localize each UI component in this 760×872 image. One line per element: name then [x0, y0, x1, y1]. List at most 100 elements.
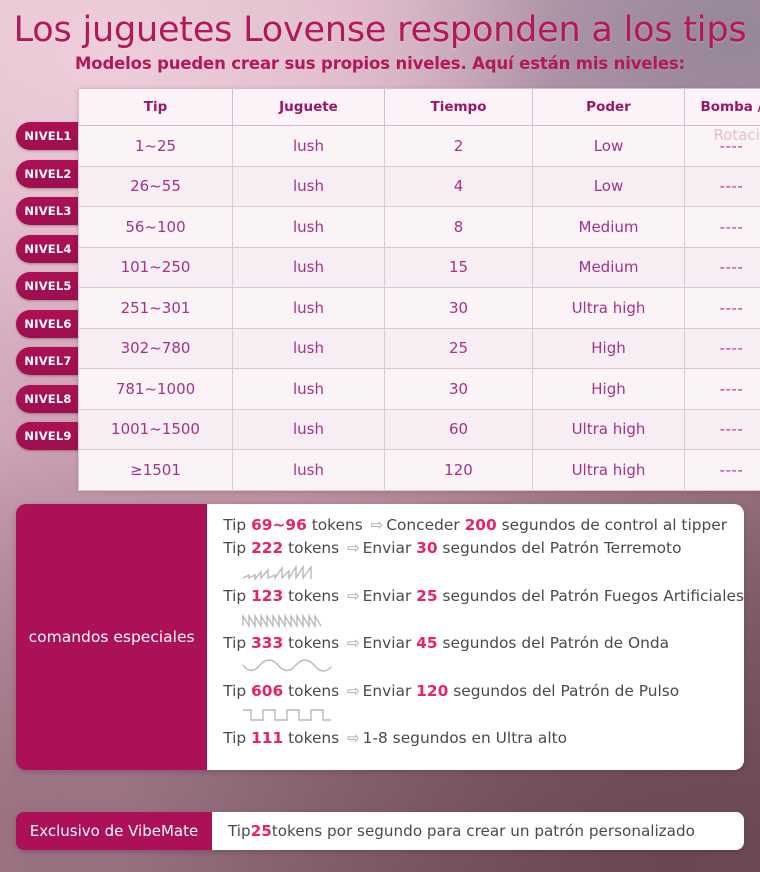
cell-bomba: ---- [684, 449, 760, 491]
cell-tip: 302~780 [78, 327, 233, 369]
cell-juguete: lush [232, 125, 385, 167]
column-header-poder: Poder [532, 88, 685, 126]
table-row: 781~1000 lush 30 High ---- [78, 368, 760, 410]
command-value: 120 [416, 681, 449, 700]
cell-juguete: lush [232, 449, 385, 491]
cell-bomba: ---- [684, 206, 760, 248]
command-line: Tip 606 tokens ⇨ Enviar 120 segundos del … [223, 680, 744, 703]
command-tokens: 111 [251, 729, 284, 748]
arrow-right-icon: ⇨ [347, 634, 360, 653]
waveform-earthquake-icon [241, 562, 744, 583]
page-subtitle: Modelos pueden crear sus propios niveles… [74, 53, 686, 73]
cell-tip: 1~25 [78, 125, 233, 167]
special-commands-list: Tip 69~96 tokens ⇨ Conceder 200 segundos … [207, 504, 744, 770]
arrow-right-icon: ⇨ [347, 729, 360, 748]
command-tokens: 69~96 [251, 516, 307, 534]
command-tokens-word: tokens [283, 681, 345, 700]
cell-poder: Low [532, 125, 685, 167]
cell-poder: Low [532, 165, 685, 207]
cell-tip: 1001~1500 [78, 408, 233, 450]
level-badge: NIVEL6 [16, 309, 80, 338]
exclusive-prefix: Tip [228, 822, 251, 840]
command-tokens: 333 [251, 634, 284, 653]
cell-tiempo: 30 [384, 287, 533, 329]
command-tokens-word: tokens [283, 539, 345, 558]
command-prefix: Tip [223, 729, 252, 748]
command-value: 45 [416, 634, 438, 653]
command-prefix: Tip [223, 516, 252, 534]
level-badge-column: NIVEL1 NIVEL2 NIVEL3 NIVEL4 NIVEL5 NIVEL6 NIVE… [16, 122, 80, 460]
cell-tiempo: 4 [384, 165, 533, 207]
cell-tip: 251~301 [78, 287, 233, 329]
arrow-right-icon: ⇨ [370, 516, 384, 534]
exclusive-text: Tip 25 tokens por segundo para crear un … [212, 812, 744, 850]
command-action-prefix: Enviar [362, 681, 417, 700]
cell-tiempo: 2 [384, 125, 533, 167]
cell-tiempo: 15 [384, 246, 533, 288]
cell-bomba: ---- [684, 408, 760, 450]
table-row: 302~780 lush 25 High ---- [78, 327, 760, 369]
cell-poder: Medium [532, 206, 685, 248]
command-action-suffix: segundos del Patrón Terremoto [437, 539, 682, 558]
column-header-juguete: Juguete [232, 88, 385, 126]
cell-bomba: ---- [684, 165, 760, 207]
table-header-row: Tip Juguete Tiempo Poder Bomba / [78, 88, 760, 126]
arrow-right-icon: ⇨ [347, 586, 360, 605]
cell-juguete: lush [232, 165, 385, 207]
command-line: Tip 123 tokens ⇨ Enviar 25 segundos del P… [223, 585, 744, 608]
level-badge: NIVEL9 [16, 422, 80, 450]
levels-table-body: 1~25 lush 2 Low ---- 26~55 lush 4 Low ---- 56~100 l… [78, 125, 760, 491]
cell-poder: Ultra high [532, 287, 685, 329]
command-prefix: Tip [223, 586, 252, 605]
table-row: 1~25 lush 2 Low ---- [78, 125, 760, 167]
command-action-suffix: segundos del Patrón Fuegos Artificiales [437, 586, 744, 605]
cell-tip: 101~250 [78, 246, 233, 288]
cell-poder: Ultra high [532, 449, 685, 491]
command-action-prefix: Enviar [362, 539, 417, 558]
table-row: 1001~1500 lush 60 Ultra high ---- [78, 408, 760, 450]
page-title: Los juguetes Lovense responden a los tip… [13, 10, 747, 50]
cell-poder: Ultra high [532, 408, 685, 450]
cell-bomba: ---- [684, 287, 760, 329]
cell-tiempo: 60 [384, 408, 533, 450]
table-row: 26~55 lush 4 Low ---- [78, 165, 760, 207]
waveform-pulse-icon [241, 704, 744, 725]
level-badge: NIVEL5 [16, 272, 80, 300]
cell-juguete: lush [232, 327, 385, 369]
cell-bomba: ---- [684, 246, 760, 288]
cell-poder: Medium [532, 246, 685, 288]
command-action-prefix: Conceder [386, 516, 465, 534]
cell-bomba: ---- [684, 125, 760, 167]
command-prefix: Tip [223, 539, 252, 558]
level-badge: NIVEL3 [16, 197, 80, 225]
command-tokens: 222 [251, 539, 284, 558]
column-header-tiempo: Tiempo [384, 88, 533, 126]
exclusive-label: Exclusivo de VibeMate [16, 812, 212, 850]
level-badge: NIVEL2 [16, 159, 80, 188]
command-tokens: 606 [251, 681, 284, 700]
command-action-prefix: Enviar [362, 586, 417, 605]
cell-bomba: ---- [684, 327, 760, 369]
waveform-sine-icon [241, 657, 744, 678]
level-badge: NIVEL1 [16, 122, 80, 150]
command-tokens: 123 [251, 586, 284, 605]
command-line: Tip 222 tokens ⇨ Enviar 30 segundos del P… [223, 537, 744, 560]
command-action-prefix: Enviar [362, 634, 417, 653]
command-value: 200 [464, 516, 497, 534]
command-action-prefix: 1-8 segundos en Ultra alto [362, 729, 568, 748]
cell-juguete: lush [232, 206, 385, 248]
command-prefix: Tip [223, 634, 252, 653]
cell-bomba: ---- [684, 368, 760, 410]
cell-poder: High [532, 368, 685, 410]
cell-tiempo: 8 [384, 206, 533, 248]
command-tokens-word: tokens [283, 586, 345, 605]
command-action-suffix: segundos de control al tipper [496, 516, 728, 534]
cell-juguete: lush [232, 368, 385, 410]
special-commands-label: comandos especiales [16, 504, 208, 770]
table-row: ≥1501 lush 120 Ultra high ---- [78, 449, 760, 491]
column-header-bomba: Bomba / [684, 88, 760, 126]
table-row: 56~100 lush 8 Medium ---- [78, 206, 760, 248]
arrow-right-icon: ⇨ [347, 539, 360, 558]
cell-juguete: lush [232, 246, 385, 288]
